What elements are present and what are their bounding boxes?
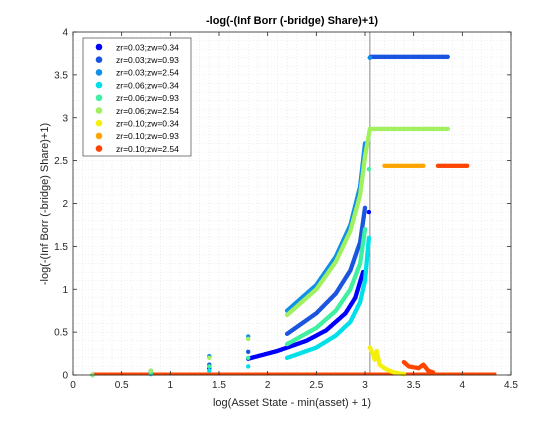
- data-point: [246, 355, 251, 361]
- x-tick-label: 4.5: [504, 380, 518, 391]
- x-tick-label: 0: [70, 380, 76, 391]
- series-layer: [90, 54, 497, 378]
- y-tick-label: 3: [62, 113, 68, 124]
- x-tick-label: 1: [168, 380, 174, 391]
- data-point: [246, 349, 251, 355]
- data-point: [445, 126, 450, 132]
- data-point: [421, 163, 426, 168]
- data-point: [445, 54, 450, 60]
- legend-label: zr=0.10;zw=0.93: [116, 131, 179, 141]
- x-axis-label: log(Asset State - min(asset) + 1): [213, 397, 371, 409]
- series-0: [90, 209, 372, 378]
- x-tick-label: 0.5: [115, 380, 129, 391]
- y-tick-label: 1.5: [54, 242, 68, 253]
- legend-label: zr=0.03;zw=0.34: [116, 42, 179, 52]
- data-point: [367, 55, 373, 60]
- data-point: [148, 368, 154, 373]
- series-3: [90, 235, 372, 378]
- tick-layer: 0 0.5 1 1.5 2 2.5 3 3.5 4 4.5 0 0.5 1 1.5 2 2.5 3 3.5 4: [54, 28, 518, 392]
- legend-marker: [95, 107, 103, 114]
- legend-label: zr=0.03;zw=0.93: [116, 55, 179, 65]
- x-tick-label: 4: [460, 380, 466, 391]
- y-tick-label: 3.5: [54, 70, 68, 81]
- x-tick-label: 1.5: [212, 380, 226, 391]
- data-point: [362, 205, 368, 210]
- data-point: [207, 355, 212, 361]
- legend-marker: [95, 132, 103, 140]
- data-point: [366, 209, 372, 215]
- data-point: [430, 370, 436, 375]
- data-point: [207, 368, 212, 373]
- data-point: [362, 227, 368, 232]
- y-tick-label: 2.5: [54, 156, 68, 167]
- y-tick-label: 4: [62, 28, 68, 39]
- legend: zr=0.03;zw=0.34 zr=0.03;zw=0.93 zr=0.03;zw…: [82, 37, 192, 157]
- data-point: [366, 235, 372, 240]
- y-tick-label: 0.5: [54, 328, 68, 339]
- legend-marker: [95, 81, 103, 89]
- legend-label: zr=0.06;zw=0.93: [116, 93, 179, 103]
- legend-label: zr=0.10;zw=0.34: [116, 119, 179, 129]
- x-tick-label: 3: [362, 380, 368, 391]
- y-axis-label: -log(-(Inf Borr (-bridge) Share)+1): [39, 123, 51, 285]
- data-point: [366, 167, 372, 172]
- legend-marker: [95, 56, 103, 63]
- legend-marker: [95, 94, 103, 102]
- legend-marker: [95, 145, 103, 152]
- data-point: [401, 371, 407, 377]
- data-point: [246, 336, 251, 342]
- data-point: [207, 364, 212, 369]
- series-8: [401, 163, 470, 375]
- y-tick-label: 2: [62, 199, 68, 210]
- chart-title: -log(-(Inf Borr (-bridge) Share)+1): [206, 15, 378, 27]
- y-tick-label: 1: [62, 285, 68, 296]
- x-tick-label: 2.5: [309, 380, 323, 391]
- data-point: [246, 364, 251, 369]
- series-5: [90, 126, 450, 378]
- legend-label: zr=0.06;zw=2.54: [116, 106, 179, 116]
- y-tick-label: 0: [62, 371, 68, 382]
- x-tick-label: 3.5: [407, 380, 421, 391]
- x-tick-label: 2: [265, 380, 271, 391]
- legend-marker: [95, 119, 103, 127]
- series-7: [382, 163, 426, 168]
- series-4: [90, 167, 372, 378]
- legend-marker: [95, 69, 103, 76]
- legend-label: zr=0.06;zw=0.34: [116, 80, 179, 90]
- legend-label: zr=0.03;zw=2.54: [116, 68, 179, 78]
- legend-label: zr=0.10;zw=2.54: [116, 144, 179, 154]
- legend-marker: [95, 43, 103, 51]
- series-6: [367, 345, 407, 377]
- data-point: [465, 163, 470, 168]
